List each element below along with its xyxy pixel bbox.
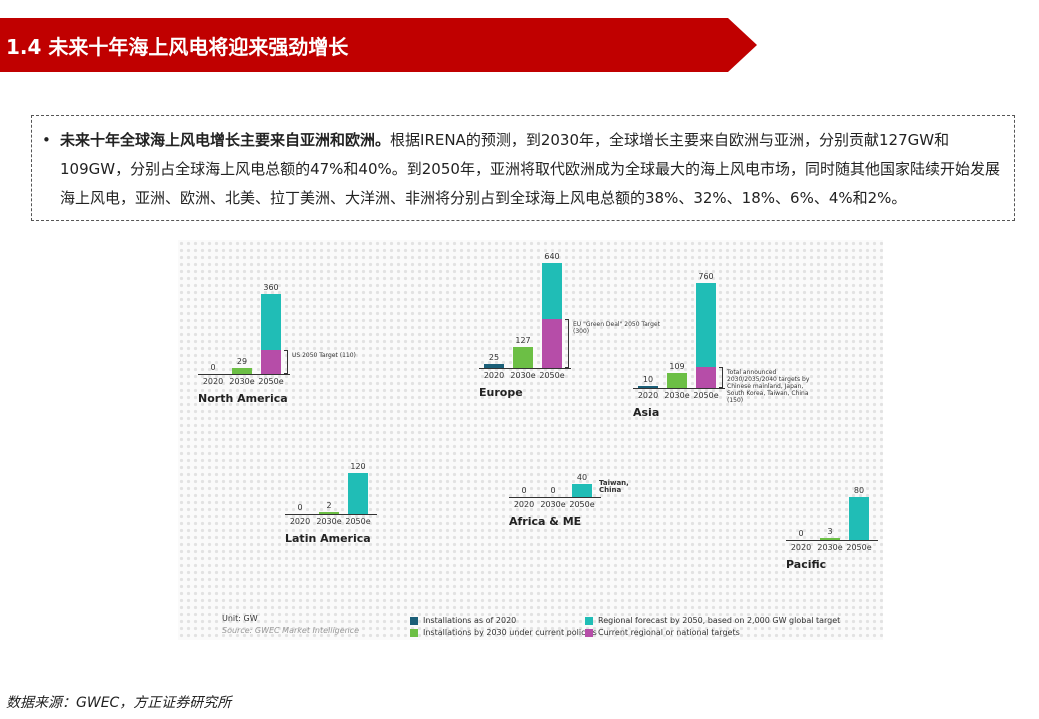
tick-label: 2020	[513, 500, 535, 509]
data-label: 0	[210, 363, 216, 372]
tick-label: 2030e	[229, 377, 255, 386]
bar-2030e	[820, 538, 840, 540]
legend-label: Installations as of 2020	[423, 616, 517, 625]
data-label: 120	[350, 462, 366, 471]
target-label: EU "Green Deal" 2050 Target (300)	[573, 320, 660, 335]
data-label: 760	[698, 272, 714, 281]
region-name: North America	[198, 392, 288, 405]
bar-2050e	[696, 283, 716, 388]
legend-item: Installations by 2030 under current poli…	[410, 628, 597, 637]
target-label: Total announced 2030/2035/2040 targets b…	[727, 369, 810, 405]
tick-label: 2020	[483, 371, 505, 380]
data-label: 109	[669, 361, 685, 371]
tick-label: 2050e	[846, 543, 872, 552]
tick-label: 2020	[289, 517, 311, 526]
region-name: Pacific	[786, 558, 827, 571]
tick-label: 2050e	[693, 391, 719, 400]
bar-target	[542, 318, 562, 368]
chart-source: Source: GWEC Market Intelligence	[222, 626, 360, 635]
data-label: 360	[263, 283, 279, 292]
bar-target	[696, 367, 716, 388]
legend-swatch	[410, 628, 418, 637]
footer-source: 数据来源：GWEC，方正证券研究所	[6, 695, 232, 711]
axis-baseline	[285, 514, 377, 515]
world-map-background	[178, 240, 883, 640]
axis-baseline	[509, 497, 601, 498]
bar-2020	[638, 386, 658, 388]
region-name: Latin America	[285, 532, 371, 545]
tick-label: 2020	[790, 543, 812, 552]
tick-label: 2030e	[510, 371, 536, 380]
data-label: 0	[521, 486, 527, 495]
tick-label: 2030e	[664, 391, 690, 400]
legend-item: Installations as of 2020	[410, 616, 516, 625]
bar-2030e	[667, 372, 687, 388]
title-bar: 1.4 未来十年海上风电将迎来强劲增长	[0, 18, 757, 72]
legend-item: Current regional or national targets	[585, 628, 740, 637]
data-label: 0	[550, 486, 556, 495]
data-label: 640	[544, 252, 560, 261]
tick-label: 2050e	[539, 371, 565, 380]
data-label: 40	[576, 473, 588, 482]
bar-2020	[484, 363, 504, 368]
legend-swatch	[585, 616, 593, 625]
data-label: 2	[326, 501, 332, 510]
legend-label: Current regional or national targets	[598, 628, 740, 637]
legend-swatch	[410, 616, 418, 625]
tick-label: 2050e	[569, 500, 595, 509]
bar-2030e	[513, 347, 533, 368]
legend-item: Regional forecast by 2050, based on 2,00…	[585, 616, 840, 625]
legend-label: Installations by 2030 under current poli…	[423, 628, 597, 637]
axis-baseline	[633, 388, 725, 389]
bar-2050e	[572, 484, 592, 497]
tick-label: 2020	[637, 391, 659, 400]
region-name: Africa & ME	[509, 515, 582, 528]
data-label: 3	[827, 527, 833, 536]
tick-label: 2020	[202, 377, 224, 386]
bar-2030e	[232, 367, 252, 374]
target-bracket	[719, 367, 723, 388]
page-title: 1.4 未来十年海上风电将迎来强劲增长	[6, 35, 349, 59]
data-label: 127	[515, 336, 531, 346]
region-note: Taiwan, China	[599, 479, 629, 494]
axis-baseline	[786, 540, 878, 541]
axis-baseline	[198, 374, 290, 375]
target-bracket	[565, 318, 569, 368]
data-label: 0	[798, 529, 804, 538]
target-label: US 2050 Target (110)	[292, 351, 356, 359]
axis-baseline	[479, 368, 571, 369]
summary-text: 根据IRENA的预测，到2030年，全球增长主要来自欧洲与亚洲，分别贡献127G…	[60, 131, 1000, 207]
tick-label: 2030e	[540, 500, 566, 509]
data-label: 80	[853, 486, 865, 495]
bar-target	[261, 349, 281, 374]
data-label: 0	[297, 503, 303, 512]
legend-label: Regional forecast by 2050, based on 2,00…	[598, 616, 841, 625]
legend-swatch	[585, 628, 593, 637]
tick-label: 2050e	[345, 517, 371, 526]
bullet: •	[42, 131, 51, 149]
unit-label: Unit: GW	[222, 614, 258, 623]
data-label: 29	[236, 356, 248, 366]
bar-2030e	[319, 512, 339, 514]
summary-bold: 未来十年全球海上风电增长主要来自亚洲和欧洲。	[60, 131, 391, 149]
summary-box: • 未来十年全球海上风电增长主要来自亚洲和欧洲。根据IRENA的预测，到2030年…	[31, 115, 1015, 221]
data-label: 25	[488, 352, 500, 362]
tick-label: 2030e	[316, 517, 342, 526]
data-label: 10	[642, 375, 654, 384]
region-name: Asia	[633, 406, 660, 419]
bar-2050e	[849, 497, 869, 540]
tick-label: 2050e	[258, 377, 284, 386]
target-bracket	[284, 349, 288, 374]
tick-label: 2030e	[817, 543, 843, 552]
bar-2050e	[348, 473, 368, 514]
region-name: Europe	[479, 386, 523, 399]
